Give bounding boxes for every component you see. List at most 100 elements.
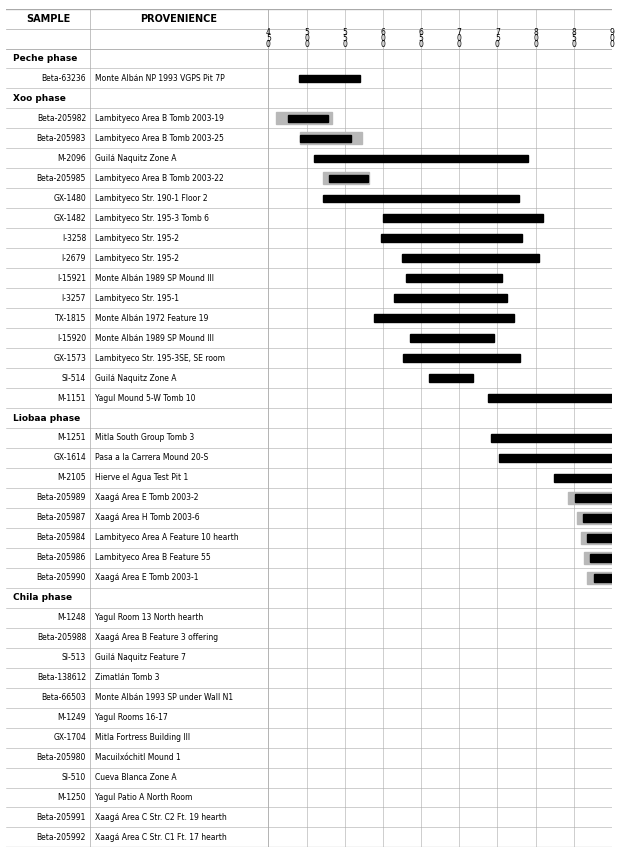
Text: GX-1704: GX-1704 xyxy=(53,733,86,742)
Text: Cueva Blanca Zone A: Cueva Blanca Zone A xyxy=(95,773,176,782)
Bar xyxy=(569,492,612,504)
Bar xyxy=(299,74,360,82)
Text: 5: 5 xyxy=(266,34,271,43)
Text: M-1251: M-1251 xyxy=(57,433,86,443)
Text: Monte Albán 1993 SP under Wall N1: Monte Albán 1993 SP under Wall N1 xyxy=(95,693,233,702)
Text: Beta-205992: Beta-205992 xyxy=(36,833,86,842)
Text: Lambityeco Area B Tomb 2003-19: Lambityeco Area B Tomb 2003-19 xyxy=(95,114,224,123)
Text: GX-1482: GX-1482 xyxy=(54,214,86,223)
Text: Monte Albán 1989 SP Mound III: Monte Albán 1989 SP Mound III xyxy=(95,274,214,282)
Text: Yagul Patio A North Room: Yagul Patio A North Room xyxy=(95,793,192,802)
Text: Lambityeco Str. 195-2: Lambityeco Str. 195-2 xyxy=(95,234,179,243)
Text: Pasa a la Carrera Mound 20-S: Pasa a la Carrera Mound 20-S xyxy=(95,454,208,462)
Text: 0: 0 xyxy=(381,34,386,43)
Text: M-1250: M-1250 xyxy=(57,793,86,802)
Text: I-15920: I-15920 xyxy=(57,334,86,342)
Text: 0: 0 xyxy=(304,34,309,43)
Bar xyxy=(323,172,369,184)
Text: 0: 0 xyxy=(457,34,462,43)
Text: 0: 0 xyxy=(495,39,500,49)
Text: Lambityeco Str. 195-3 Tomb 6: Lambityeco Str. 195-3 Tomb 6 xyxy=(95,214,209,223)
Text: Xaagá Area C Str. C2 Ft. 19 hearth: Xaagá Area C Str. C2 Ft. 19 hearth xyxy=(95,813,226,822)
Bar xyxy=(410,335,494,342)
Bar xyxy=(314,155,528,162)
Text: Hierve el Agua Test Pit 1: Hierve el Agua Test Pit 1 xyxy=(95,473,188,483)
Bar xyxy=(329,175,368,182)
Text: Beta-205985: Beta-205985 xyxy=(36,174,86,183)
Text: 4: 4 xyxy=(266,28,271,38)
Text: 7: 7 xyxy=(495,28,500,38)
Bar xyxy=(585,552,612,564)
Text: GX-1480: GX-1480 xyxy=(53,193,86,203)
Text: SI-513: SI-513 xyxy=(62,653,86,663)
Text: Monte Albán 1989 SP Mound III: Monte Albán 1989 SP Mound III xyxy=(95,334,214,342)
Text: 5: 5 xyxy=(342,34,347,43)
Bar xyxy=(488,395,612,401)
Text: 0: 0 xyxy=(533,39,538,49)
Text: 5: 5 xyxy=(495,34,500,43)
Text: Lambityeco Area B Feature 55: Lambityeco Area B Feature 55 xyxy=(95,553,210,562)
Text: Yagul Mound 5-W Tomb 10: Yagul Mound 5-W Tomb 10 xyxy=(95,394,195,402)
Bar xyxy=(577,512,612,524)
Text: M-2105: M-2105 xyxy=(57,473,86,483)
Bar xyxy=(288,115,328,122)
Text: M-1248: M-1248 xyxy=(57,613,86,622)
Text: Mitla Fortress Building III: Mitla Fortress Building III xyxy=(95,733,190,742)
Text: GX-1573: GX-1573 xyxy=(53,354,86,363)
Bar xyxy=(374,314,514,322)
Text: 0: 0 xyxy=(533,34,538,43)
Text: Beta-205988: Beta-205988 xyxy=(37,633,86,642)
Bar xyxy=(587,572,612,584)
Text: 6: 6 xyxy=(381,28,386,38)
Bar xyxy=(575,494,612,502)
Text: Guilá Naquitz Feature 7: Guilá Naquitz Feature 7 xyxy=(95,653,185,663)
Text: 0: 0 xyxy=(609,39,614,49)
Bar xyxy=(554,474,612,482)
Text: 5: 5 xyxy=(418,34,423,43)
Text: Xaagá Area E Tomb 2003-2: Xaagá Area E Tomb 2003-2 xyxy=(95,493,198,502)
Bar xyxy=(276,112,332,124)
Text: 5: 5 xyxy=(342,28,347,38)
Text: Beta-138612: Beta-138612 xyxy=(37,673,86,682)
Bar xyxy=(381,235,522,242)
Text: TX-1815: TX-1815 xyxy=(55,313,86,323)
Text: 0: 0 xyxy=(457,39,462,49)
Text: I-15921: I-15921 xyxy=(57,274,86,282)
Bar xyxy=(402,254,540,262)
Bar xyxy=(587,534,612,542)
Text: 0: 0 xyxy=(381,39,386,49)
Text: Yagul Room 13 North hearth: Yagul Room 13 North hearth xyxy=(95,613,203,622)
Bar xyxy=(583,514,612,521)
Text: Guilá Naquitz Zone A: Guilá Naquitz Zone A xyxy=(95,154,176,163)
Text: 0: 0 xyxy=(304,39,309,49)
Text: SAMPLE: SAMPLE xyxy=(26,14,70,24)
Text: PROVENIENCE: PROVENIENCE xyxy=(140,14,218,24)
Bar xyxy=(300,134,351,142)
Text: Lambityeco Str. 195-3SE, SE room: Lambityeco Str. 195-3SE, SE room xyxy=(95,354,224,363)
Text: Beta-205986: Beta-205986 xyxy=(36,553,86,562)
Bar xyxy=(403,354,520,362)
Bar xyxy=(590,554,612,562)
Text: 0: 0 xyxy=(609,34,614,43)
Text: Beta-205983: Beta-205983 xyxy=(36,134,86,143)
Text: 8: 8 xyxy=(533,28,538,38)
Text: Chila phase: Chila phase xyxy=(13,593,72,603)
Text: M-2096: M-2096 xyxy=(57,154,86,163)
Text: Yagul Rooms 16-17: Yagul Rooms 16-17 xyxy=(95,713,167,722)
Bar xyxy=(394,294,507,302)
Bar xyxy=(499,455,612,461)
Text: SI-510: SI-510 xyxy=(62,773,86,782)
Text: Beta-205980: Beta-205980 xyxy=(36,753,86,762)
Text: Lambityeco Area B Tomb 2003-25: Lambityeco Area B Tomb 2003-25 xyxy=(95,134,224,143)
Text: I-2679: I-2679 xyxy=(62,253,86,263)
Text: Monte Albán 1972 Feature 19: Monte Albán 1972 Feature 19 xyxy=(95,313,208,323)
Text: Liobaa phase: Liobaa phase xyxy=(13,413,80,423)
Text: Mitla South Group Tomb 3: Mitla South Group Tomb 3 xyxy=(95,433,194,443)
Text: 6: 6 xyxy=(418,28,423,38)
Text: Lambityeco Str. 190-1 Floor 2: Lambityeco Str. 190-1 Floor 2 xyxy=(95,193,207,203)
Text: Beta-205982: Beta-205982 xyxy=(37,114,86,123)
Text: Beta-205991: Beta-205991 xyxy=(36,813,86,822)
Text: Beta-205984: Beta-205984 xyxy=(36,533,86,543)
Bar xyxy=(582,532,612,544)
Text: 0: 0 xyxy=(418,39,423,49)
